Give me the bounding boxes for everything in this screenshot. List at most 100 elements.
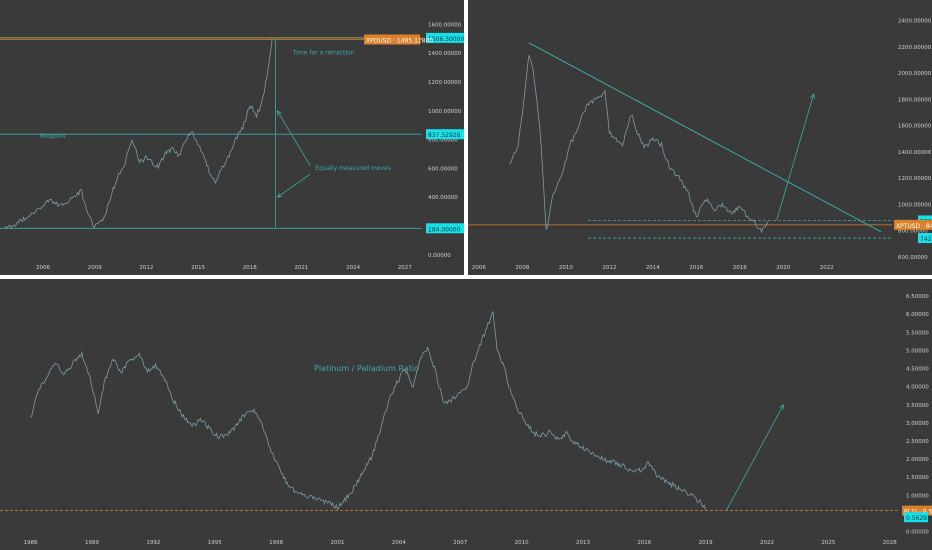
pd-y-tick-label: 1200.00000 — [428, 80, 462, 86]
ratio-chart-group: 6.50000 6.00000 5.50000 5.00000 4.50000 4.000… — [0, 294, 932, 546]
ratio-y-tick-label: 4.50000 — [906, 367, 929, 373]
ratio-y-tick-label: 1.50000 — [906, 475, 929, 481]
pt-level-tag-box — [918, 233, 932, 244]
pt-x-tick-label: 2014 — [646, 265, 660, 271]
ratio-x-tick-label: 1989 — [85, 540, 99, 546]
pt-x-tick-label: 2020 — [776, 265, 790, 271]
ratio-x-tick-label: 2010 — [515, 540, 529, 546]
ratio-y-tick-label: 4.00000 — [906, 385, 929, 391]
pd-level-tag-box — [426, 32, 464, 43]
pd-current-price-tag-box — [364, 34, 420, 45]
pt-x-tick-label: 2016 — [689, 265, 703, 271]
ratio-chart-pane: 6.50000 6.00000 5.50000 5.00000 4.50000 4.000… — [0, 279, 932, 550]
pd-current-price-tag-text: XPDUSD · 1495.11800 — [366, 38, 433, 45]
ratio-price-line — [30, 310, 707, 511]
pd-arrow-head — [276, 192, 283, 198]
ratio-current-price-tag-box — [902, 505, 932, 516]
ratio-y-tick-label: 3.00000 — [906, 421, 929, 427]
ratio-y-tick-label: 5.00000 — [906, 348, 929, 354]
ratio-level-tag-box — [904, 512, 928, 523]
pt-y-tick-label: 2400.00000 — [898, 19, 932, 25]
pt-y-tick-label: 1000.00000 — [898, 202, 932, 208]
pd-price-line — [4, 38, 273, 229]
pd-y-tick-label: 800.00000 — [428, 138, 458, 144]
pt-arrow-head — [810, 93, 815, 99]
ratio-x-tick-label: 1995 — [208, 540, 222, 546]
ratio-level-tag-text: 0.56293 — [906, 515, 931, 522]
pt-price-line — [509, 55, 769, 234]
pd-arrow-line — [276, 110, 311, 166]
pt-x-tick-label: 2018 — [733, 265, 747, 271]
pt-y-tick-label: 600.00000 — [898, 255, 928, 261]
pd-level-tag-text: 184.00000 — [428, 226, 461, 233]
ratio-chart: 6.50000 6.00000 5.50000 5.00000 4.50000 4.000… — [0, 294, 932, 546]
ratio-y-tick-label: 6.50000 — [906, 294, 929, 300]
ratio-x-tick-label: 2022 — [760, 540, 774, 546]
pd-arrow-head — [276, 110, 282, 116]
ratio-x-tick-label: 2004 — [392, 540, 406, 546]
pd-y-tick-label: 400.00000 — [428, 195, 458, 201]
pt-y-tick-label: 1400.00000 — [898, 150, 932, 156]
pd-level-tag-text: 1506.30000 — [428, 36, 464, 43]
pd-annotation: Equally measured moves — [315, 165, 391, 172]
pd-y-tick-label: 600.00000 — [428, 166, 458, 172]
pt-trendline — [528, 42, 882, 233]
pd-x-tick-label: 2006 — [36, 265, 50, 271]
platinum-chart: 2400.00000 2200.00000 2000.00000 1800.00000… — [468, 19, 932, 271]
ratio-x-tick-label: 2025 — [821, 540, 835, 546]
palladium-chart: 1600.00000 1400.00000 1200.00000 1000.00000… — [0, 22, 464, 271]
palladium-chart-pane: 1600.00000 1400.00000 1200.00000 1000.00000… — [0, 0, 464, 275]
pt-y-tick-label: 1600.00000 — [898, 124, 932, 130]
pt-arrow-line — [776, 93, 815, 221]
pt-y-tick-label: 1200.00000 — [898, 176, 932, 182]
pd-x-tick-label: 2018 — [243, 265, 257, 271]
ratio-x-tick-label: 2007 — [453, 540, 467, 546]
pt-current-price-tag-box — [894, 219, 932, 230]
pt-x-tick-label: 2008 — [515, 265, 529, 271]
pd-x-tick-label: 2027 — [398, 265, 412, 271]
ratio-arrow-head — [779, 403, 784, 410]
ratio-x-tick-label: 1992 — [146, 540, 160, 546]
pt-x-tick-label: 2022 — [820, 265, 834, 271]
platinum-chart-pane: 2400.00000 2200.00000 2000.00000 1800.00000… — [468, 0, 932, 275]
ratio-y-tick-label: 5.50000 — [906, 330, 929, 336]
ratio-x-tick-label: 2019 — [699, 540, 713, 546]
pd-annotation: Time for a retraction — [292, 50, 355, 57]
ratio-x-tick-label: 2028 — [883, 540, 897, 546]
pt-x-tick-label: 2006 — [472, 265, 486, 271]
pt-y-tick-label: 1800.00000 — [898, 97, 932, 103]
pt-y-tick-label: 2000.00000 — [898, 71, 932, 77]
ratio-y-tick-label: 6.00000 — [906, 312, 929, 318]
pd-chart-group: 1600.00000 1400.00000 1200.00000 1000.00000… — [0, 22, 464, 271]
pd-level-tag-box — [426, 129, 464, 140]
ratio-y-tick-label: 2.50000 — [906, 439, 929, 445]
pd-arrow-line — [277, 173, 311, 198]
pt-chart-group: 2400.00000 2200.00000 2000.00000 1800.00000… — [468, 19, 932, 271]
pd-y-tick-label: 1000.00000 — [428, 109, 462, 115]
ratio-x-tick-label: 1986 — [24, 540, 38, 546]
ratio-x-tick-label: 2001 — [331, 540, 345, 546]
pd-y-tick-label: 0.00000 — [428, 253, 451, 259]
ratio-x-tick-label: 1998 — [269, 540, 283, 546]
pd-x-tick-label: 2012 — [139, 265, 153, 271]
pt-level-tag-text: 742.50000 — [920, 236, 932, 243]
pt-x-tick-label: 2010 — [559, 265, 573, 271]
pt-current-price-tag-text: XPTUSD · 843.09500 — [896, 223, 932, 230]
pd-x-tick-label: 2024 — [346, 265, 360, 271]
ratio-chart-title: Platinum / Palladium Ratio — [314, 364, 419, 373]
pd-level-tag-text: 837.52928 — [428, 132, 461, 139]
pt-y-tick-label: 2200.00000 — [898, 45, 932, 51]
ratio-y-tick-label: 1.00000 — [906, 493, 929, 499]
pd-x-tick-label: 2009 — [88, 265, 102, 271]
pd-x-tick-label: 2015 — [191, 265, 205, 271]
ratio-y-tick-label: 2.00000 — [906, 457, 929, 463]
ratio-y-tick-label: 3.50000 — [906, 403, 929, 409]
ratio-current-price-tag-text: PL1! · 0.57708 — [904, 509, 932, 516]
ratio-arrow-line — [725, 404, 784, 512]
ratio-x-tick-label: 2013 — [576, 540, 590, 546]
pd-y-tick-label: 1400.00000 — [428, 51, 462, 57]
ratio-y-tick-label: 0.00000 — [906, 530, 929, 536]
pd-level-tag-box — [426, 223, 464, 234]
pt-y-tick-label: 800.00000 — [898, 229, 928, 235]
ratio-x-tick-label: 2016 — [637, 540, 651, 546]
